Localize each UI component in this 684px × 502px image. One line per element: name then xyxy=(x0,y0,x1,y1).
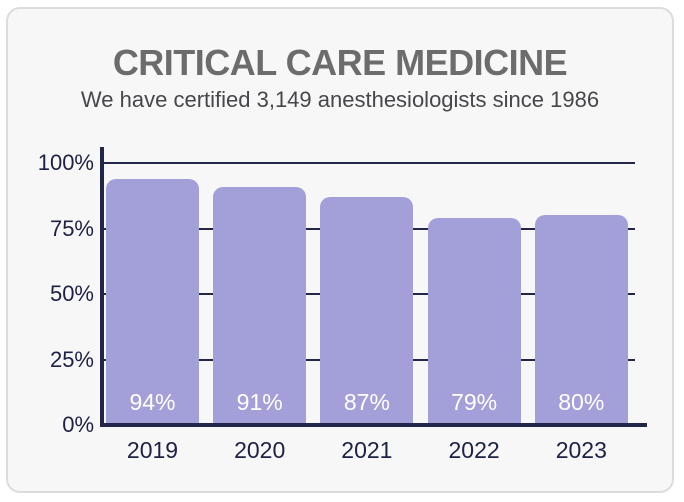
bar-value-label: 94% xyxy=(129,388,176,415)
chart-subtitle: We have certified 3,149 anesthesiologist… xyxy=(80,87,600,112)
y-tick-label: 75% xyxy=(49,215,94,241)
gridline-100% xyxy=(104,162,635,164)
bar-2022: 79% xyxy=(427,218,521,425)
bar-value-label: 79% xyxy=(451,388,498,415)
bar-2019: 94% xyxy=(106,178,199,425)
x-tick-label: 2023 xyxy=(555,437,607,463)
bar-value-label: 80% xyxy=(558,388,605,415)
x-axis-line xyxy=(100,423,647,427)
bar-2020: 91% xyxy=(213,186,307,425)
y-axis-line xyxy=(100,147,104,427)
y-tick-label: 0% xyxy=(62,412,94,437)
x-tick-label: 2019 xyxy=(126,437,179,463)
y-tick-label: 25% xyxy=(49,346,94,372)
x-tick-label: 2020 xyxy=(234,437,286,463)
y-tick-label: 50% xyxy=(49,281,94,306)
y-tick-label: 100% xyxy=(37,150,94,175)
x-tick-label: 2021 xyxy=(341,437,393,463)
x-tick-label: 2022 xyxy=(448,437,500,463)
bar-2021: 87% xyxy=(320,197,414,425)
bar-2023: 80% xyxy=(534,215,628,425)
bar-value-label: 91% xyxy=(236,388,283,415)
bar-value-label: 87% xyxy=(343,388,390,415)
chart-title: CRITICAL CARE MEDICINE xyxy=(112,42,568,83)
